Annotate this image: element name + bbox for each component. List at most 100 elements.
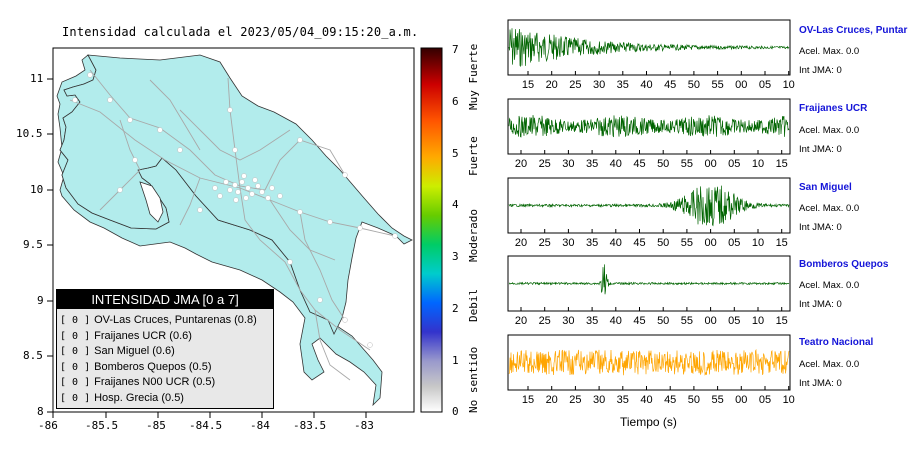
trace-waveform [508,28,790,67]
trace-tick-label: 05 [728,237,740,249]
trace-tick-label: 25 [539,315,551,327]
x-tick-label: -85 [146,419,166,432]
trace-tick-label: 40 [610,315,622,327]
time-axis-label: Tiempo (s) [620,415,677,429]
trace-tick-label: 05 [728,158,740,170]
trace-tick-label: 20 [546,394,558,406]
trace-tick-label: 10 [783,394,795,406]
trace-acel-max: Acel. Max. 0.0 [799,359,860,370]
legend-level: [ 0 ] [60,377,91,388]
trace-tick-label: 10 [752,237,764,249]
trace-tick-label: 35 [586,315,598,327]
legend-item: [ 0 ] Hosp. Grecia (0.5) [57,391,273,407]
trace-acel-max: Acel. Max. 0.0 [799,280,860,291]
trace-tick-label: 20 [515,237,527,249]
trace-tick-label: 00 [704,237,716,249]
legend-item: [ 0 ] Bomberos Quepos (0.5) [57,360,273,376]
trace-tick-label: 00 [735,394,747,406]
trace-tick-label: 15 [776,315,788,327]
legend-item: [ 0 ] OV-Las Cruces, Puntarenas (0.8) [57,313,273,329]
trace-tick-label: 25 [569,394,581,406]
trace-acel-max: Acel. Max. 0.0 [799,203,860,214]
trace-tick-label: 05 [728,315,740,327]
trace-tick-label: 45 [664,394,676,406]
trace-station-name: Fraijanes UCR [799,103,868,114]
y-tick-label: 9 [37,294,44,307]
y-tick-label: 9.5 [23,238,43,251]
x-tick-label: -84.5 [189,419,223,432]
trace-waveform [508,348,790,376]
trace-tick-label: 50 [657,158,669,170]
colorbar-tick: 0 [452,405,459,418]
colorbar-tick: 4 [452,198,459,211]
road-network [69,69,396,381]
trace-tick-label: 55 [681,158,693,170]
trace-tick-label: 55 [711,394,723,406]
colorbar-tick: 5 [452,147,459,160]
trace-tick-label: 05 [759,79,771,91]
trace-tick-label: 20 [515,158,527,170]
legend-level: [ 0 ] [60,330,91,342]
legend-station-name: Fraijanes UCR (0.6) [94,329,192,342]
trace-tick-label: 20 [546,79,558,91]
legend-level: [ 0 ] [60,346,91,357]
legend-station-name: San Miguel (0.6) [94,345,175,357]
map-title: Intensidad calculada el 2023/05/04_09:15… [62,25,419,39]
gulf-of-nicoya [139,181,164,223]
trace-tick-label: 25 [539,237,551,249]
x-tick-label: -86 [38,419,58,432]
trace-tick-label: 55 [681,237,693,249]
x-tick-label: -83 [354,419,374,432]
colorbar-tick: 6 [452,95,459,108]
legend-station-name: Fraijanes N00 UCR (0.5) [94,376,216,388]
trace-acel-max: Acel. Max. 0.0 [799,46,860,57]
legend-item: [ 0 ] Fraijanes UCR (0.6) [57,329,273,345]
trace-tick-label: 45 [633,158,645,170]
trace-tick-label: 15 [522,79,534,91]
trace-tick-label: 35 [617,79,629,91]
y-tick-label: 10 [30,183,44,196]
trace-waveform [508,185,790,227]
legend-station-name: Hosp. Grecia (0.5) [94,391,184,404]
trace-tick-label: 30 [562,237,574,249]
trace-waveform [508,115,790,138]
trace-station-name: OV-Las Cruces, Puntar [799,25,908,36]
trace-station-name: Bomberos Quepos [799,259,889,270]
legend-level: [ 0 ] [60,392,91,404]
legend-title: INTENSIDAD JMA [0 a 7] [57,290,273,309]
trace-tick-label: 40 [640,79,652,91]
trace-int-jma: Int JMA: 0 [799,222,842,233]
colorbar-tick: 2 [452,302,459,315]
trace-tick-label: 55 [681,315,693,327]
trace-tick-label: 50 [688,394,700,406]
trace-tick-label: 45 [664,79,676,91]
x-tick-label: -83.5 [293,419,327,432]
trace-tick-label: 50 [657,315,669,327]
trace-station-name: Teatro Nacional [799,337,874,348]
trace-tick-label: 10 [752,158,764,170]
trace-tick-label: 30 [562,315,574,327]
station-dots [72,72,398,348]
trace-tick-label: 45 [633,315,645,327]
trace-tick-label: 00 [735,79,747,91]
trace-tick-label: 05 [759,394,771,406]
trace-tick-label: 35 [586,158,598,170]
trace-tick-label: 25 [569,79,581,91]
colorbar-tick: 3 [452,250,459,263]
trace-int-jma: Int JMA: 0 [799,144,842,155]
trace-tick-label: 25 [539,158,551,170]
trace-int-jma: Int JMA: 0 [799,299,842,310]
trace-tick-label: 50 [688,79,700,91]
trace-tick-label: 30 [593,79,605,91]
trace-tick-label: 00 [704,158,716,170]
y-tick-label: 8.5 [23,349,43,362]
trace-int-jma: Int JMA: 0 [799,65,842,76]
trace-tick-label: 30 [593,394,605,406]
legend-station-name: OV-Las Cruces, Puntarenas (0.8) [94,314,257,326]
trace-tick-label: 10 [783,79,795,91]
x-tick-label: -84 [250,419,270,432]
trace-tick-label: 20 [515,315,527,327]
y-tick-label: 8 [37,405,44,418]
trace-tick-label: 30 [562,158,574,170]
